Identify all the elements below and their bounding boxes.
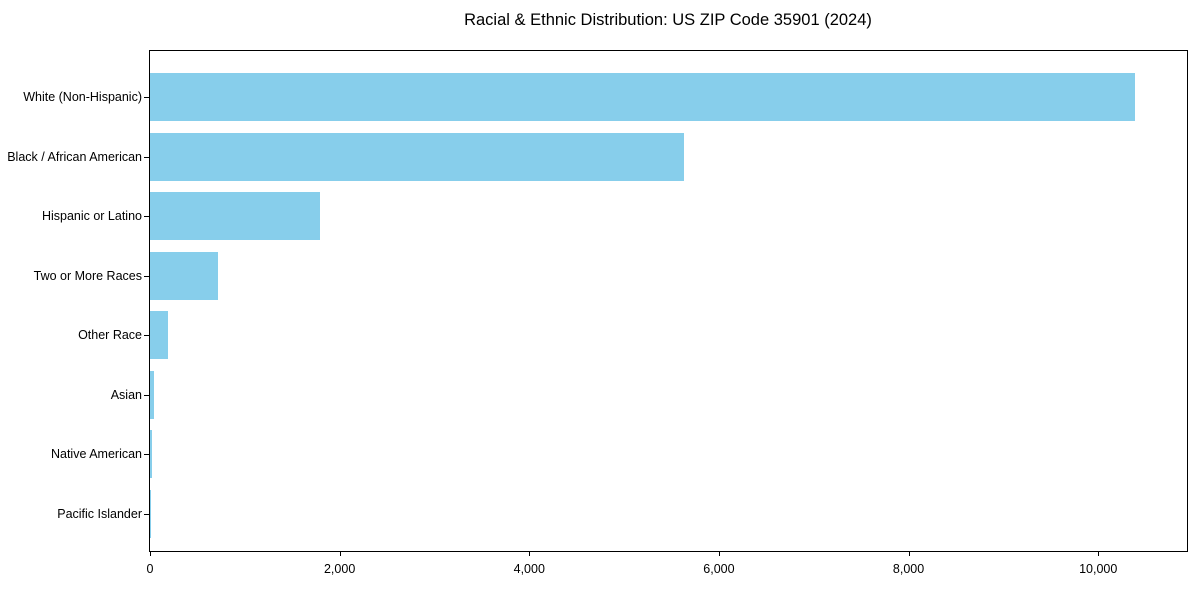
chart-title: Racial & Ethnic Distribution: US ZIP Cod… xyxy=(464,11,872,29)
x-tick-mark xyxy=(908,552,910,556)
x-tick-mark xyxy=(339,552,341,556)
y-tick-mark xyxy=(144,156,149,158)
x-axis-tick-label: 10,000 xyxy=(1079,562,1118,576)
y-tick-mark xyxy=(144,513,149,515)
y-tick-mark xyxy=(144,216,149,218)
y-tick-mark xyxy=(144,97,149,98)
y-tick-mark xyxy=(144,275,149,277)
bar-other-race xyxy=(150,311,168,360)
bar-black-african-american xyxy=(150,132,684,181)
x-tick-mark xyxy=(1098,552,1100,556)
y-axis-label: Pacific Islander xyxy=(57,506,142,521)
y-axis-label: White (Non-Hispanic) xyxy=(23,90,142,104)
x-axis-tick-label: 2,000 xyxy=(323,562,356,576)
y-axis-label: Black / African American xyxy=(7,149,142,164)
x-tick-mark xyxy=(529,552,531,556)
bar-native-american xyxy=(150,430,152,479)
bar-pacific-islander xyxy=(150,489,151,538)
bar-hispanic-or-latino xyxy=(150,192,320,241)
x-axis-tick-label: 6,000 xyxy=(703,562,735,576)
x-axis-tick-label: 8,000 xyxy=(892,562,925,576)
y-tick-mark xyxy=(144,335,149,337)
y-axis-label: Asian xyxy=(110,387,142,402)
bar-two-or-more-races xyxy=(150,251,218,300)
x-tick-mark xyxy=(150,552,151,556)
bar-white-non-hispanic xyxy=(150,73,1136,121)
y-axis-label: Two or More Races xyxy=(33,268,142,283)
x-axis-tick-label: 0 xyxy=(146,562,154,576)
y-tick-mark xyxy=(144,454,149,456)
y-axis-label: Other Race xyxy=(78,328,142,343)
x-axis-tick-label: 4,000 xyxy=(513,562,545,576)
plot-area xyxy=(149,50,1188,552)
x-tick-mark xyxy=(718,552,720,556)
y-axis-label: Native American xyxy=(50,447,142,462)
y-tick-mark xyxy=(144,394,149,396)
y-axis-label: Hispanic or Latino xyxy=(41,209,142,224)
bar-asian xyxy=(150,370,155,419)
